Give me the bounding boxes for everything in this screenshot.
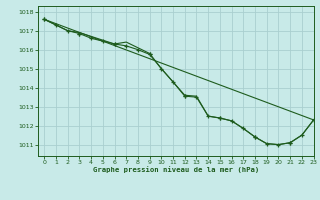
X-axis label: Graphe pression niveau de la mer (hPa): Graphe pression niveau de la mer (hPa) [93, 167, 259, 173]
